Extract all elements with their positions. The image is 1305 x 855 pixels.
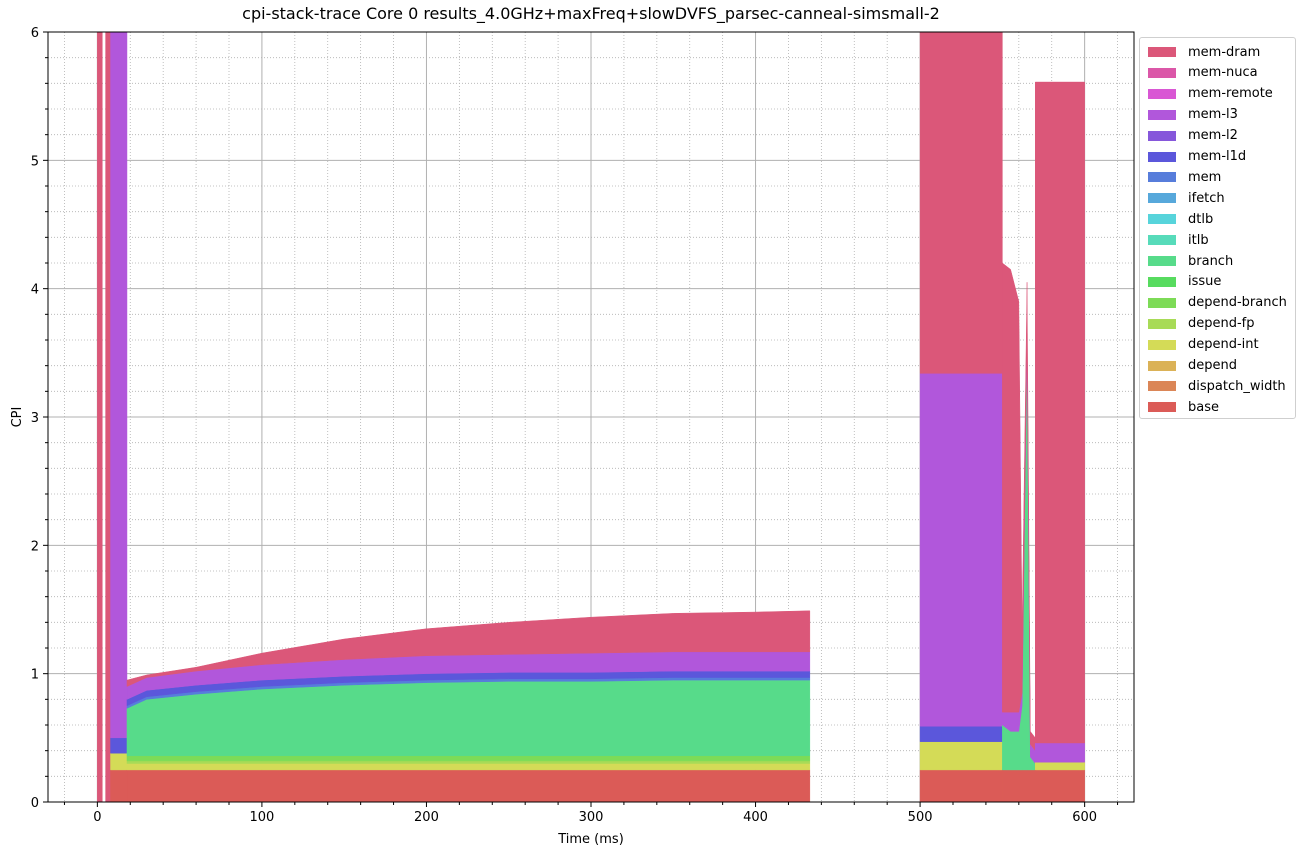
- legend-item: mem-remote: [1148, 84, 1273, 104]
- y-tick-label: 1: [31, 668, 39, 683]
- legend-label: mem-dram: [1188, 44, 1261, 60]
- y-axis-label: CPI: [10, 407, 25, 428]
- y-tick-label: 4: [31, 283, 39, 298]
- legend-label: mem-l1d: [1188, 149, 1247, 164]
- y-tick-label: 6: [31, 26, 39, 41]
- legend-label: mem-l3: [1188, 107, 1238, 123]
- x-tick-label: 500: [908, 810, 933, 825]
- legend-swatch: [1148, 109, 1176, 120]
- legend-swatch: [1148, 172, 1176, 183]
- area-depend-branch: [126, 755, 811, 762]
- y-tick-label: 3: [31, 411, 39, 426]
- legend-swatch: [1148, 47, 1176, 57]
- area-depend-int: [919, 741, 1003, 771]
- x-tick-label: 200: [414, 810, 439, 825]
- legend-item: mem-nuca: [1148, 63, 1258, 83]
- area-mem-dram: [1035, 81, 1085, 744]
- area-mem-l3: [919, 373, 1003, 727]
- area-depend-int: [1035, 761, 1085, 771]
- area-mem-l1d: [919, 726, 1003, 742]
- legend-item: depend-int: [1148, 335, 1259, 355]
- legend: mem-dram mem-nuca mem-remote mem-l3 mem-l2 me…: [1139, 37, 1296, 419]
- legend-item: depend-branch: [1148, 293, 1287, 313]
- stacked-areas: [97, 32, 1085, 802]
- legend-item: dispatch_width: [1148, 376, 1286, 396]
- x-tick-label: 0: [93, 810, 101, 825]
- area-base: [1035, 769, 1085, 802]
- legend-swatch: [1148, 256, 1176, 266]
- legend-label: dispatch_width: [1188, 378, 1286, 394]
- area-mem-l1d: [110, 737, 128, 754]
- legend-swatch: [1148, 130, 1176, 141]
- legend-item: itlb: [1148, 230, 1209, 250]
- legend-label: depend: [1188, 358, 1237, 373]
- x-tick-label: 600: [1072, 810, 1097, 825]
- legend-item: mem-l3: [1148, 105, 1238, 125]
- legend-label: ifetch: [1188, 190, 1225, 206]
- y-tick-label: 2: [31, 539, 39, 554]
- legend-item: ifetch: [1148, 188, 1225, 208]
- area-depend-fp: [126, 760, 811, 764]
- area-depend-int: [126, 763, 811, 771]
- area-base: [126, 769, 811, 802]
- legend-item: mem-l2: [1148, 126, 1238, 146]
- legend-item: dtlb: [1148, 209, 1213, 229]
- legend-item: depend-fp: [1148, 314, 1255, 334]
- area-mem-dram: [97, 32, 103, 802]
- legend-swatch: [1148, 88, 1176, 99]
- legend-label: depend-fp: [1188, 316, 1255, 332]
- legend-label: dtlb: [1188, 211, 1214, 227]
- legend-label: mem: [1188, 169, 1222, 185]
- x-tick-label: 400: [743, 810, 768, 825]
- x-tick-label: 300: [579, 810, 604, 825]
- area-depend-int: [110, 752, 128, 771]
- legend-item: issue: [1148, 272, 1221, 292]
- area-mem-dram: [1002, 262, 1036, 752]
- legend-item: branch: [1148, 251, 1233, 271]
- legend-swatch: [1148, 318, 1176, 329]
- legend-swatch: [1148, 360, 1176, 371]
- legend-item: depend: [1148, 356, 1237, 376]
- area-mem-dram: [126, 610, 811, 687]
- legend-item: mem-l1d: [1148, 147, 1246, 167]
- area-mem-dram: [105, 32, 111, 802]
- legend-label: depend-branch: [1188, 295, 1287, 311]
- legend-item: base: [1148, 397, 1219, 417]
- legend-label: base: [1188, 399, 1219, 415]
- x-axis: 0 100 200 300 400 500 600: [63, 802, 1119, 825]
- legend-swatch: [1148, 297, 1176, 308]
- legend-swatch: [1148, 276, 1176, 287]
- legend-swatch: [1148, 151, 1176, 162]
- x-tick-label: 100: [249, 810, 274, 825]
- legend-label: itlb: [1188, 232, 1209, 248]
- legend-swatch: [1148, 235, 1176, 246]
- legend-label: mem-nuca: [1188, 65, 1258, 81]
- legend-swatch: [1148, 193, 1176, 204]
- legend-swatch: [1148, 67, 1176, 78]
- area-mem-l3: [110, 32, 128, 739]
- legend-label: mem-remote: [1188, 86, 1273, 102]
- legend-swatch: [1148, 381, 1176, 392]
- legend-label: mem-l2: [1188, 128, 1238, 144]
- chart-title: cpi-stack-trace Core 0 results_4.0GHz+ma…: [242, 4, 940, 23]
- x-axis-label: Time (ms): [557, 832, 624, 847]
- legend-item: mem-dram: [1148, 42, 1260, 62]
- legend-label: depend-int: [1188, 337, 1259, 353]
- y-tick-label: 5: [31, 154, 39, 169]
- area-base: [1002, 769, 1036, 802]
- y-tick-label: 0: [31, 796, 39, 811]
- area-base: [110, 769, 128, 802]
- legend-label: branch: [1188, 253, 1234, 269]
- area-base: [919, 769, 1003, 802]
- legend-label: issue: [1188, 274, 1222, 290]
- area-mem-dram: [919, 32, 1003, 374]
- area-mem-l3: [1035, 742, 1085, 763]
- y-axis: 0 1 2 3 4 5 6: [31, 26, 48, 811]
- legend-item: mem: [1148, 167, 1221, 187]
- legend-swatch: [1148, 339, 1176, 350]
- legend-swatch: [1148, 214, 1176, 225]
- legend-swatch: [1148, 402, 1176, 413]
